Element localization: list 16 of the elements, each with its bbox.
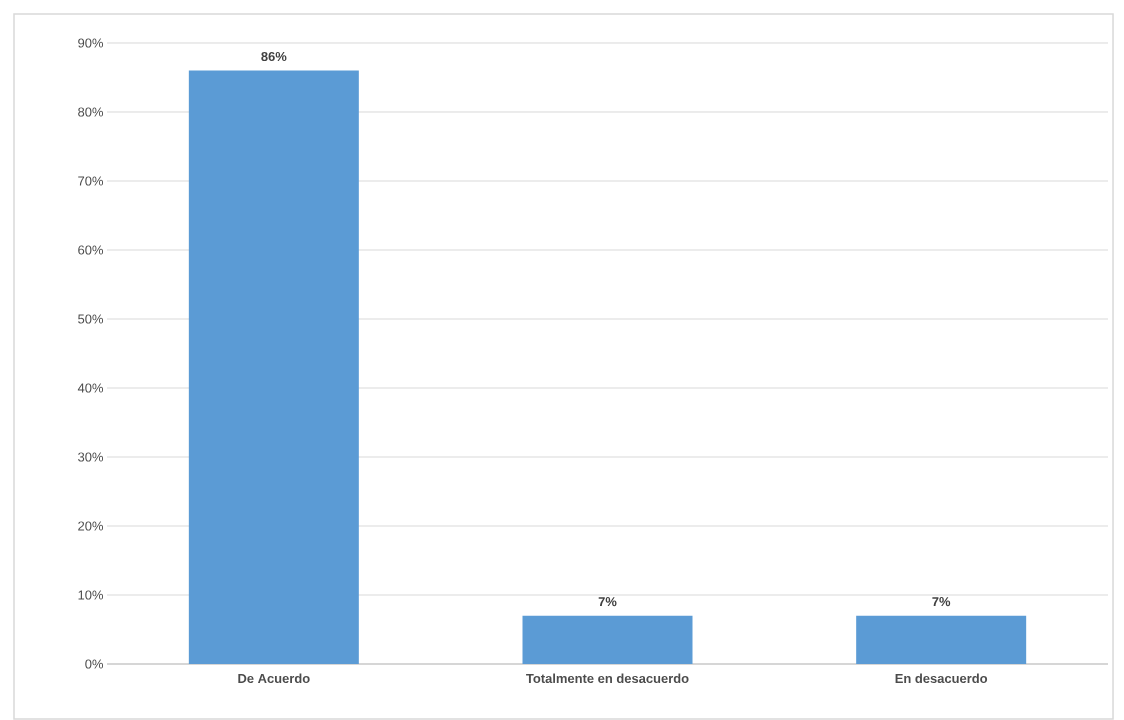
data-label: 86% — [261, 51, 287, 62]
data-label: 7% — [598, 597, 617, 607]
y-tick-label: 30% — [78, 452, 104, 462]
y-tick-label: 80% — [78, 107, 104, 117]
y-tick-label: 60% — [78, 245, 104, 255]
y-tick-label: 0% — [85, 659, 104, 669]
y-tick-label: 40% — [77, 383, 104, 393]
y-tick-label: 20% — [78, 521, 104, 531]
y-tick-label: 50% — [78, 314, 104, 324]
x-tick-label: Totalmente en desacuerdo — [526, 673, 689, 684]
y-tick-label: 70% — [78, 176, 104, 186]
data-label: 7% — [932, 597, 951, 607]
x-tick-label: De Acuerdo — [238, 673, 310, 684]
x-tick-label: En desacuerdo — [895, 673, 988, 684]
y-tick-label: 10% — [78, 590, 104, 600]
y-tick-label: 90% — [78, 38, 104, 48]
